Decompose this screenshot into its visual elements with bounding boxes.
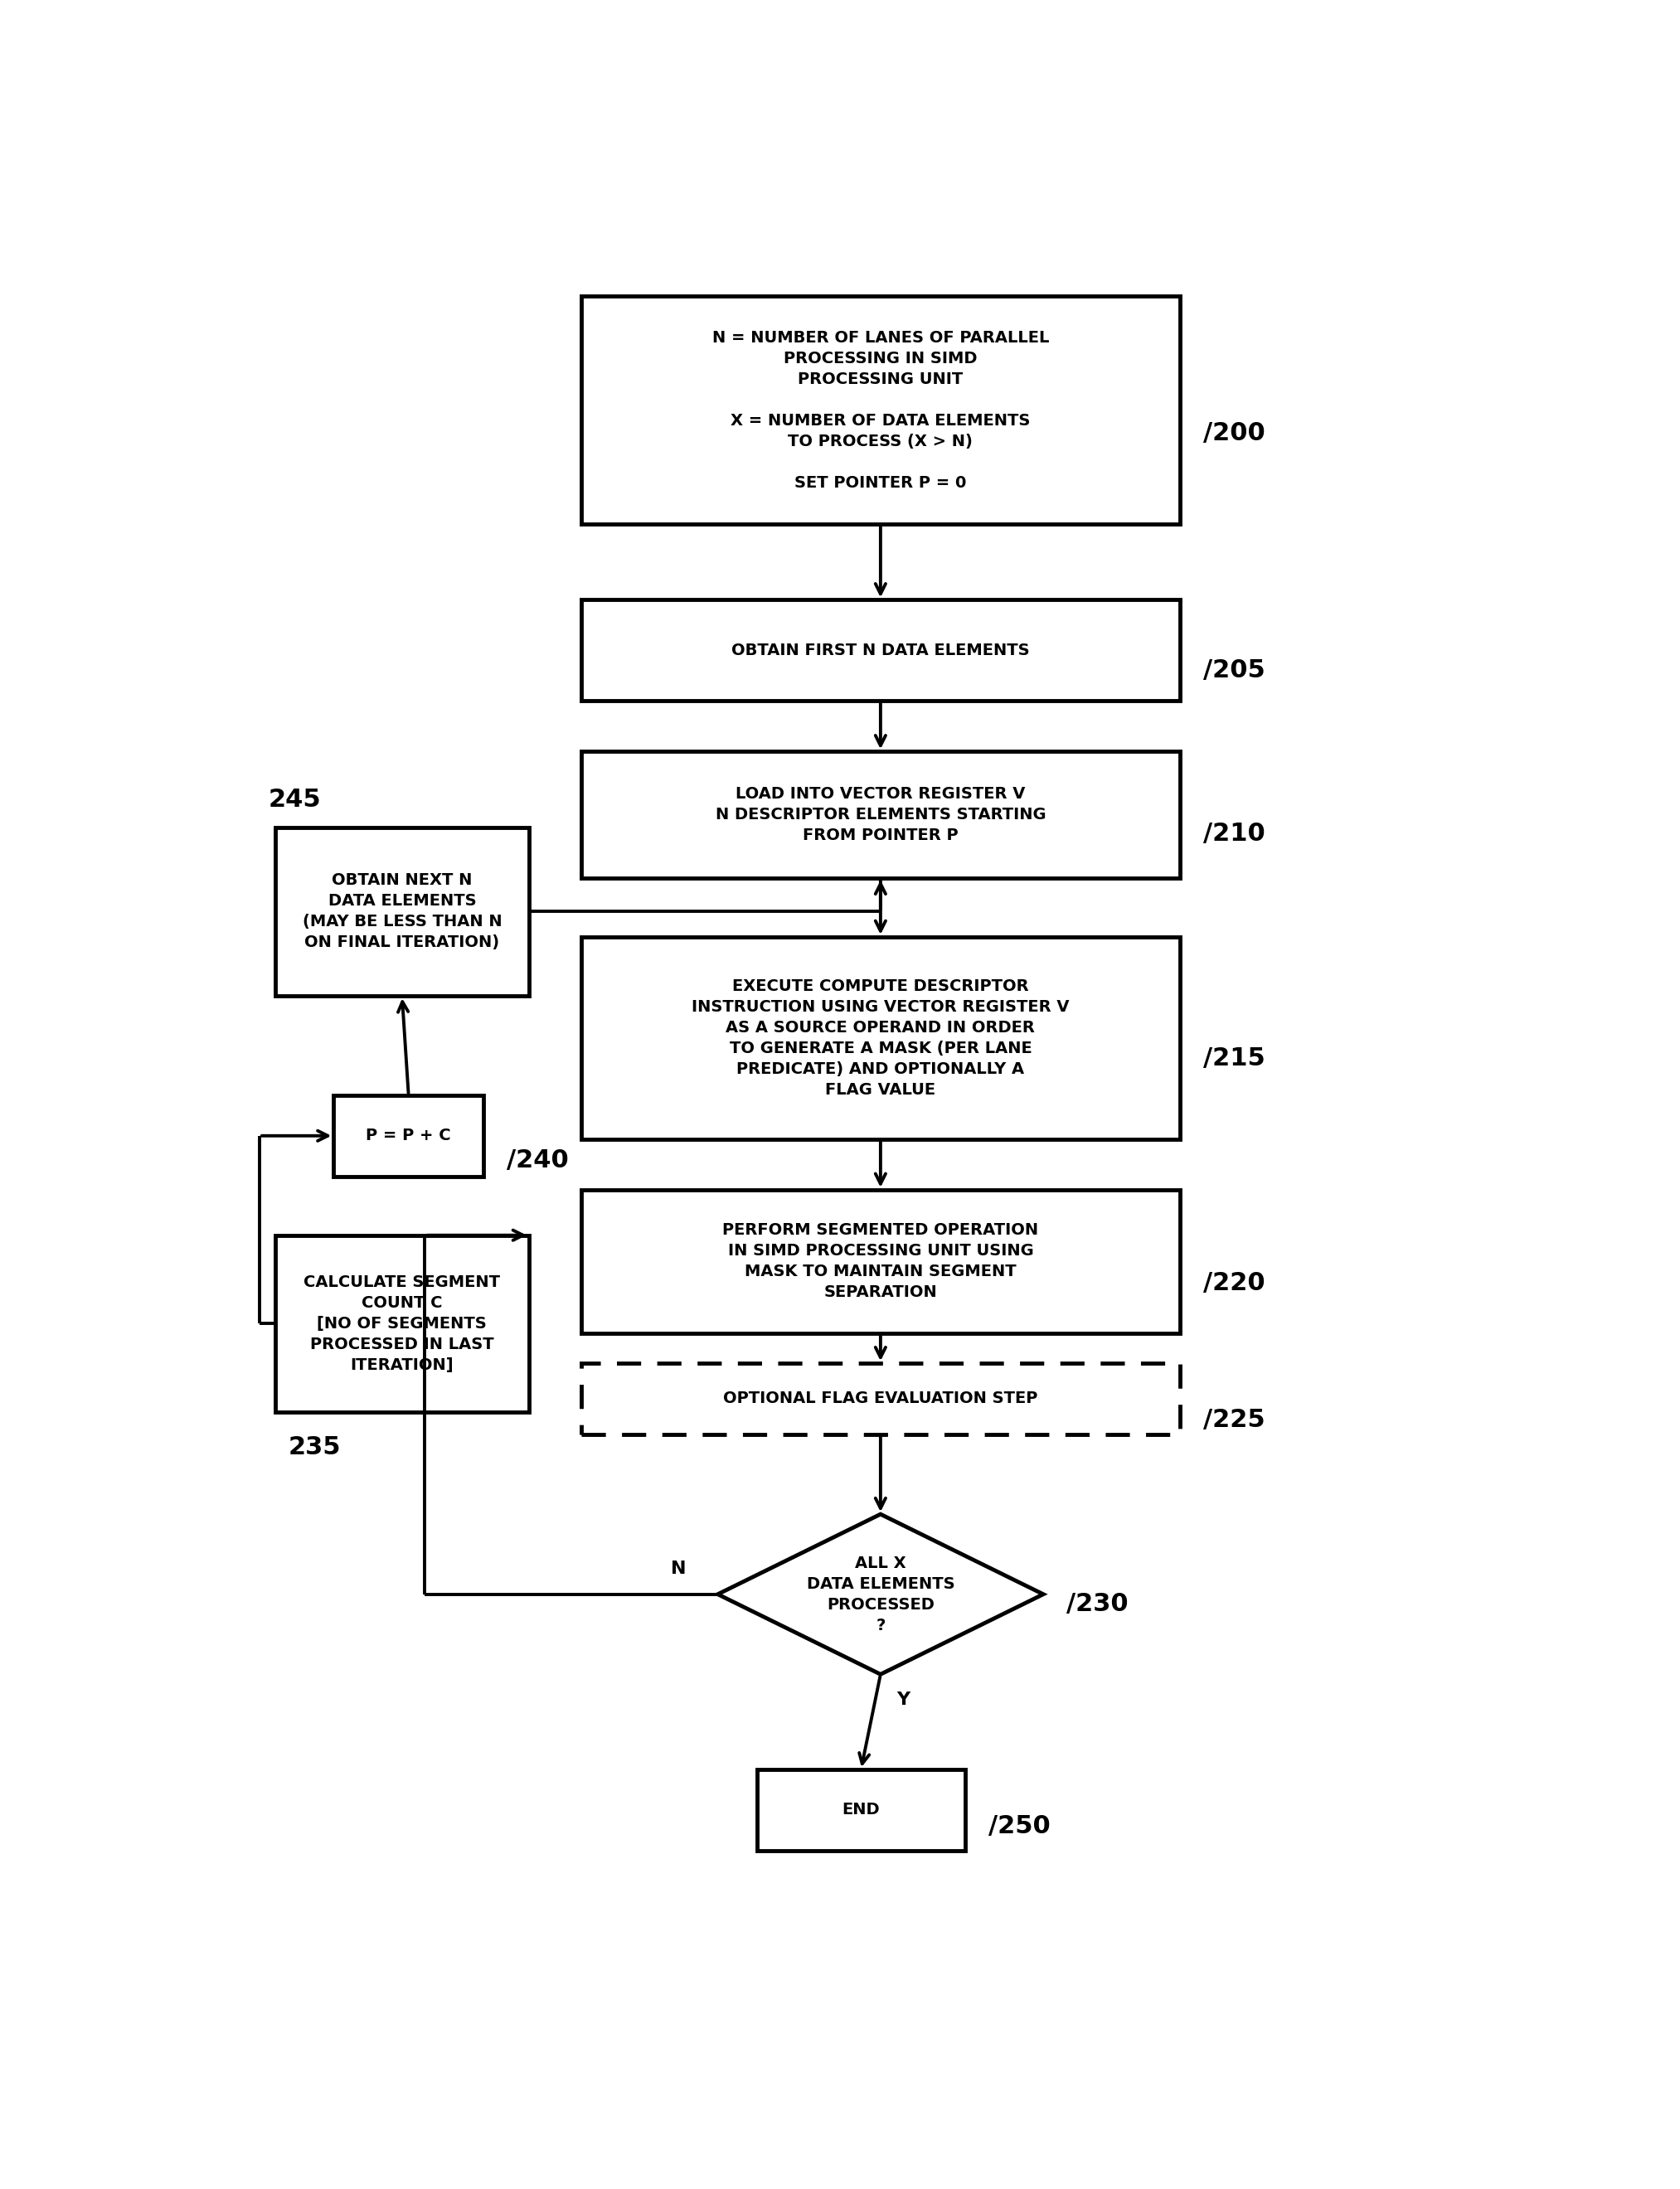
Text: /210: /210 bbox=[1203, 821, 1265, 845]
Text: OBTAIN NEXT N
DATA ELEMENTS
(MAY BE LESS THAN N
ON FINAL ITERATION): OBTAIN NEXT N DATA ELEMENTS (MAY BE LESS… bbox=[302, 873, 502, 950]
Text: END: END bbox=[842, 1802, 880, 1817]
Text: /220: /220 bbox=[1203, 1272, 1265, 1296]
Polygon shape bbox=[717, 1515, 1043, 1675]
Text: /200: /200 bbox=[1203, 420, 1265, 444]
Text: EXECUTE COMPUTE DESCRIPTOR
INSTRUCTION USING VECTOR REGISTER V
AS A SOURCE OPERA: EXECUTE COMPUTE DESCRIPTOR INSTRUCTION U… bbox=[692, 978, 1070, 1097]
Text: /205: /205 bbox=[1203, 659, 1265, 683]
Text: OPTIONAL FLAG EVALUATION STEP: OPTIONAL FLAG EVALUATION STEP bbox=[722, 1390, 1038, 1408]
Text: N: N bbox=[670, 1561, 687, 1578]
Text: 245: 245 bbox=[269, 788, 321, 812]
Text: PERFORM SEGMENTED OPERATION
IN SIMD PROCESSING UNIT USING
MASK TO MAINTAIN SEGME: PERFORM SEGMENTED OPERATION IN SIMD PROC… bbox=[722, 1221, 1038, 1300]
Text: /240: /240 bbox=[507, 1147, 570, 1171]
Bar bbox=[581, 751, 1179, 878]
Text: /225: /225 bbox=[1203, 1408, 1265, 1432]
Text: Y: Y bbox=[895, 1692, 909, 1707]
Text: 235: 235 bbox=[289, 1436, 341, 1460]
Text: P = P + C: P = P + C bbox=[366, 1127, 452, 1143]
Text: /250: /250 bbox=[988, 1815, 1050, 1839]
Bar bbox=[276, 827, 529, 996]
Text: OBTAIN FIRST N DATA ELEMENTS: OBTAIN FIRST N DATA ELEMENTS bbox=[731, 644, 1030, 659]
Bar bbox=[581, 1191, 1179, 1333]
Text: ALL X
DATA ELEMENTS
PROCESSED
?: ALL X DATA ELEMENTS PROCESSED ? bbox=[806, 1554, 954, 1633]
Bar bbox=[756, 1769, 964, 1850]
Bar bbox=[334, 1094, 484, 1175]
Text: CALCULATE SEGMENT
COUNT C
[NO OF SEGMENTS
PROCESSED IN LAST
ITERATION]: CALCULATE SEGMENT COUNT C [NO OF SEGMENT… bbox=[304, 1274, 501, 1373]
Text: /230: /230 bbox=[1067, 1591, 1129, 1615]
Bar bbox=[581, 1364, 1179, 1434]
Text: N = NUMBER OF LANES OF PARALLEL
PROCESSING IN SIMD
PROCESSING UNIT

X = NUMBER O: N = NUMBER OF LANES OF PARALLEL PROCESSI… bbox=[712, 331, 1048, 490]
Bar bbox=[581, 600, 1179, 700]
Bar bbox=[276, 1235, 529, 1412]
Text: LOAD INTO VECTOR REGISTER V
N DESCRIPTOR ELEMENTS STARTING
FROM POINTER P: LOAD INTO VECTOR REGISTER V N DESCRIPTOR… bbox=[716, 786, 1047, 843]
Text: /215: /215 bbox=[1203, 1046, 1265, 1070]
Bar bbox=[581, 296, 1179, 523]
Bar bbox=[581, 937, 1179, 1138]
